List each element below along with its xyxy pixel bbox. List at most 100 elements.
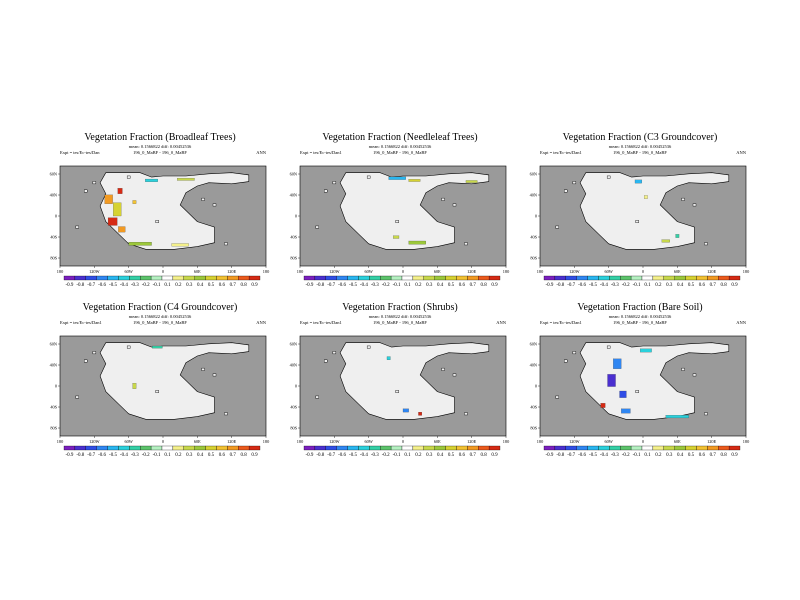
colorbar-label: -0.3 [371, 283, 379, 288]
lat-tick-label: 80S [50, 256, 57, 261]
lat-tick-label: 40S [530, 405, 537, 410]
colorbar-swatch [325, 445, 337, 451]
lat-tick-label: 80S [290, 426, 297, 431]
island [212, 203, 217, 207]
ann-label: ANN [736, 320, 746, 325]
data-patch [465, 180, 478, 183]
island [75, 395, 79, 399]
data-patch [675, 234, 680, 238]
lat-tick-label: 40N [530, 193, 537, 198]
island [315, 395, 319, 399]
colorbar-swatch [434, 275, 446, 281]
lon-tick-label: 180 [743, 439, 749, 444]
colorbar-label: 0.9 [251, 453, 258, 458]
lon-tick-label: 60W [124, 269, 133, 274]
colorbar-label: 0.7 [710, 453, 717, 458]
colorbar-swatch [248, 445, 261, 451]
colorbar-label: -0.5 [589, 283, 597, 288]
island [224, 412, 228, 416]
colorbar-swatch [696, 445, 708, 451]
colorbar-label: -0.6 [578, 283, 586, 288]
colorbar-label: -0.1 [153, 283, 161, 288]
lon-tick-label: 180 [537, 269, 543, 274]
colorbar-label: -0.4 [120, 283, 128, 288]
colorbar-label: -0.2 [142, 283, 150, 288]
colorbar-label: -0.2 [622, 283, 630, 288]
colorbar-swatch [63, 275, 76, 281]
data-patch [613, 358, 622, 369]
colorbar-swatch [630, 275, 643, 281]
colorbar-swatch [565, 445, 577, 451]
colorbar-label: 0.9 [731, 453, 738, 458]
colorbar-swatch [587, 275, 599, 281]
island [681, 367, 685, 371]
colorbar-label: 0.2 [175, 453, 182, 458]
colorbar-label: 0.5 [448, 283, 455, 288]
island [572, 181, 577, 185]
colorbar-swatch [74, 445, 86, 451]
diff-label: 196_0_MaBF - 196_0_MaBF [133, 320, 187, 325]
island [692, 373, 697, 377]
colorbar-label: -0.2 [382, 283, 390, 288]
lon-tick-label: 180 [503, 439, 509, 444]
island [704, 412, 708, 416]
stats-line: mean: 0.1566822 diff: 0.00452536 [609, 314, 672, 319]
colorbar-swatch [303, 275, 316, 281]
island [564, 189, 568, 193]
island [681, 197, 685, 201]
lon-tick-label: 120E [467, 269, 476, 274]
colorbar-swatch [728, 445, 741, 451]
panel-title: Vegetation Fraction (Broadleaf Trees) [84, 132, 235, 143]
panel-4: Vegetation Fraction (C4 Groundcover) mean… [40, 300, 280, 460]
island [635, 390, 639, 393]
colorbar-label: 0.3 [186, 283, 193, 288]
colorbar-label: 0.7 [710, 283, 717, 288]
colorbar-swatch [227, 275, 239, 281]
colorbar-swatch [434, 445, 446, 451]
colorbar-label: 0.8 [721, 453, 728, 458]
lon-tick-label: 60E [194, 439, 201, 444]
lat-tick-label: 0 [295, 384, 297, 389]
data-patch [113, 202, 122, 217]
colorbar-label: -0.1 [393, 453, 401, 458]
colorbar-swatch [543, 275, 556, 281]
colorbar-swatch [576, 275, 588, 281]
data-patch [393, 235, 400, 239]
island [315, 225, 319, 229]
colorbar-swatch [336, 275, 348, 281]
lon-tick-label: 60E [674, 439, 681, 444]
colorbar-swatch [358, 445, 370, 451]
lon-tick-label: 120E [707, 439, 716, 444]
expt-label: Expt = tes/Ec-tes/Dan1 [300, 320, 342, 325]
island [155, 390, 159, 393]
colorbar-label: -0.7 [567, 453, 575, 458]
colorbar-swatch [216, 445, 228, 451]
lon-tick-label: 180 [297, 269, 303, 274]
island [324, 189, 328, 193]
data-patch [171, 243, 189, 247]
colorbar-swatch [390, 445, 403, 451]
colorbar-label: 0.4 [677, 453, 684, 458]
colorbar-label: 0.7 [470, 453, 477, 458]
island [75, 225, 79, 229]
island [201, 197, 205, 201]
lon-tick-label: 60W [604, 269, 613, 274]
lon-tick-label: 0 [162, 439, 164, 444]
island [704, 242, 708, 246]
colorbar-label: 0.5 [208, 283, 215, 288]
colorbar-swatch [488, 445, 501, 451]
panel-5: Vegetation Fraction (Shrubs) mean: 0.1566… [280, 300, 520, 460]
colorbar-swatch [620, 445, 632, 451]
island [606, 345, 611, 349]
colorbar-label: 0.8 [721, 283, 728, 288]
colorbar-swatch [380, 275, 392, 281]
colorbar-swatch [380, 445, 392, 451]
colorbar-label: -0.7 [87, 283, 95, 288]
colorbar-swatch [412, 275, 424, 281]
lat-tick-label: 0 [55, 214, 57, 219]
colorbar-label: -0.4 [360, 283, 368, 288]
ann-label: ANN [496, 320, 506, 325]
data-patch [386, 356, 391, 360]
colorbar-swatch [216, 275, 228, 281]
lon-tick-label: 180 [263, 269, 269, 274]
